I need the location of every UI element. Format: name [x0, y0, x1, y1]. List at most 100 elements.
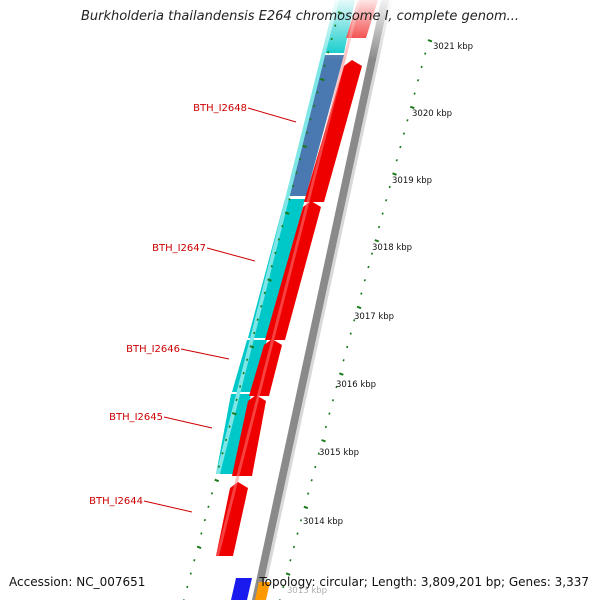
reverse-strand-feature — [255, 582, 270, 600]
backbone — [252, 0, 389, 600]
inner-ruler-tick — [217, 465, 221, 468]
outer-ruler-tick — [317, 452, 320, 455]
outer-ruler-tick — [296, 532, 299, 535]
outer-ruler-tick — [321, 439, 326, 443]
outer-ruler-tick — [349, 332, 352, 335]
inner-ruler-tick — [193, 558, 196, 562]
outer-ruler-tick — [427, 39, 433, 43]
outer-ruler-tick — [385, 199, 388, 202]
inner-ruler-tick — [207, 505, 210, 508]
reverse-strand-feature — [216, 482, 248, 556]
outer-ruler-tick — [356, 305, 362, 310]
inner-ruler-tick — [256, 318, 259, 321]
gene-leader-line — [180, 348, 230, 360]
inner-ruler-tick — [274, 251, 277, 255]
kbp-tick-label: 3019 kbp — [392, 176, 432, 186]
accession-text: Accession: NC_007651 — [9, 575, 146, 589]
outer-ruler-tick — [328, 412, 331, 415]
inner-ruler-tick — [323, 64, 326, 67]
inner-ruler-tick — [288, 198, 291, 201]
inner-ruler-tick — [270, 264, 273, 268]
inner-ruler-tick — [302, 144, 308, 149]
inner-ruler-tick — [196, 545, 202, 549]
forward-strand-feature — [231, 578, 252, 600]
gene-label[interactable]: BTH_I2647 — [152, 243, 206, 254]
outer-ruler-tick — [324, 425, 327, 429]
kbp-tick-label: 3021 kbp — [433, 42, 473, 52]
gene-label[interactable]: BTH_I2645 — [109, 412, 163, 423]
outer-ruler-tick — [374, 239, 380, 243]
kbp-tick-label: 3013 kbp — [287, 586, 327, 596]
map-title: Burkholderia thailandensis E264 chromoso… — [80, 9, 520, 24]
top-fade — [0, 0, 600, 60]
inner-ruler-tick — [281, 224, 284, 228]
outer-ruler-tick — [303, 505, 309, 510]
outer-ruler-tick — [342, 359, 345, 362]
outer-ruler-tick — [292, 545, 296, 549]
inner-ruler-tick — [327, 51, 330, 54]
kbp-tick-label: 3020 kbp — [412, 109, 452, 119]
inner-ruler-tick — [238, 385, 242, 388]
kbp-tick-label: 3016 kbp — [336, 380, 376, 390]
outer-ruler-tick — [346, 345, 349, 349]
inner-ruler-tick — [214, 478, 220, 483]
reverse-strand-feature — [304, 60, 362, 202]
gene-label[interactable]: BTH_I2646 — [126, 344, 180, 355]
outer-ruler-tick — [377, 225, 381, 229]
inner-ruler-tick — [186, 585, 189, 589]
outer-ruler-tick — [335, 385, 338, 389]
kbp-tick-label: 3015 kbp — [319, 448, 359, 458]
reverse-strand-feature — [265, 201, 321, 340]
outer-ruler-tick — [416, 79, 420, 82]
inner-ruler-tick — [309, 117, 312, 121]
outer-ruler-tick — [360, 292, 363, 295]
inner-ruler-tick — [189, 572, 192, 575]
outer-ruler-tick — [353, 319, 356, 322]
inner-ruler-tick — [224, 438, 228, 442]
forward-strand-feature — [286, 55, 344, 196]
outer-ruler-tick — [392, 172, 397, 176]
inner-ruler-tick — [253, 331, 256, 335]
outer-ruler-tick — [395, 159, 398, 162]
inner-ruler-tick — [312, 104, 316, 108]
outer-ruler-tick — [420, 65, 423, 69]
outer-ruler-tick — [338, 372, 344, 376]
outer-ruler-tick — [409, 105, 415, 110]
outer-ruler-tick — [310, 479, 313, 482]
inner-ruler-tick — [305, 131, 309, 134]
gene-label[interactable]: BTH_I2648 — [193, 103, 247, 114]
outer-ruler-tick — [289, 559, 292, 562]
outer-ruler-tick — [307, 492, 310, 495]
gene-leader-line — [163, 416, 213, 429]
inner-ruler-tick — [242, 371, 245, 375]
inner-ruler-tick — [298, 158, 302, 161]
inner-ruler-tick — [277, 238, 280, 241]
gene-leader-line — [206, 247, 256, 262]
inner-ruler-tick — [249, 345, 255, 349]
inner-ruler-tick — [210, 492, 214, 495]
gene-label[interactable]: BTH_I2644 — [89, 496, 143, 507]
inner-ruler-tick — [246, 358, 249, 361]
inner-ruler-tick — [228, 425, 231, 428]
outer-ruler-tick — [285, 572, 291, 576]
inner-ruler-tick — [284, 211, 290, 215]
outer-ruler-tick — [331, 399, 335, 402]
inner-ruler-tick — [200, 532, 203, 535]
outer-ruler-tick — [406, 119, 409, 122]
inner-ruler-tick — [295, 171, 298, 174]
kbp-tick-label: 3017 kbp — [354, 312, 394, 322]
gene-leader-line — [143, 500, 193, 513]
inner-ruler-tick — [267, 278, 272, 282]
inner-ruler-tick — [221, 452, 224, 455]
gene-leader-line — [247, 107, 297, 123]
tick-layer — [183, 11, 433, 600]
inner-ruler-tick — [316, 91, 319, 94]
outer-ruler-tick — [299, 519, 303, 522]
outer-ruler-tick — [363, 279, 367, 282]
outer-ruler-tick — [413, 92, 416, 95]
label-layer: 3021 kbp 3020 kbp 3019 kbp 3018 kbp 3017 kbp… — [89, 42, 473, 596]
outer-ruler-tick — [424, 52, 427, 55]
outer-ruler-tick — [402, 132, 406, 135]
inner-ruler-tick — [291, 184, 295, 188]
